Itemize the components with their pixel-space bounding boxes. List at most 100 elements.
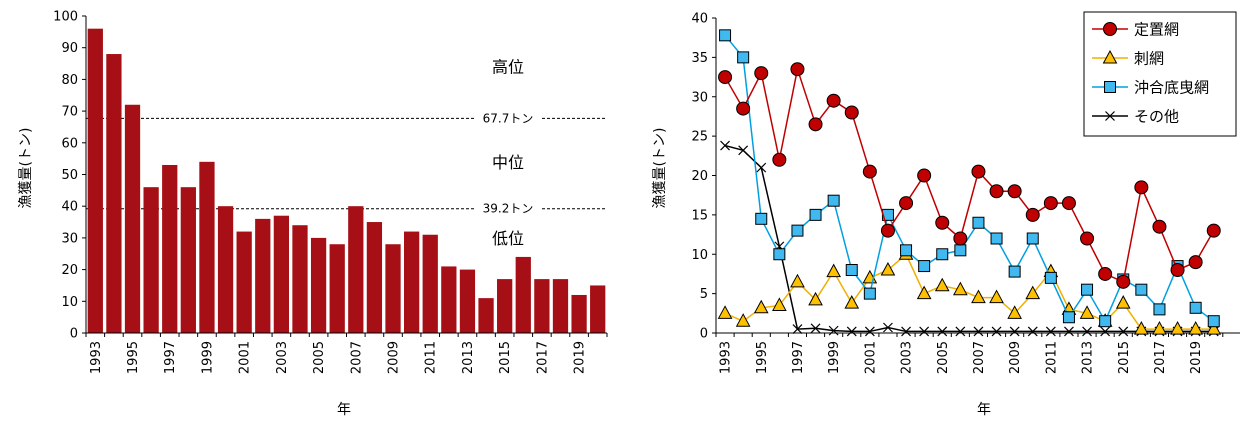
- data-point: [1152, 219, 1167, 234]
- data-point: [1007, 305, 1022, 319]
- bar: [422, 234, 438, 333]
- data-point: [753, 299, 769, 314]
- right-x-ticks: 1993 1995 1997 1999 2001 2003 2005 2007 2009 2011…: [715, 333, 1224, 374]
- data-point: [937, 326, 948, 337]
- x-marker-stroke: [973, 326, 984, 337]
- left-x-axis-label: 年: [337, 402, 351, 418]
- data-point: [720, 140, 730, 151]
- data-point: [917, 168, 932, 183]
- right-y-tick-label: 30: [691, 90, 708, 105]
- legend-item: 沖合底曳網: [1092, 79, 1209, 97]
- data-point: [1079, 305, 1095, 319]
- data-point: [934, 277, 950, 292]
- data-point: [1100, 326, 1111, 337]
- data-point: [756, 162, 767, 173]
- bar: [180, 187, 196, 333]
- x-marker-stroke: [1009, 326, 1020, 337]
- left-bar-chart: 67.7トン 39.2トン 0 10 20 30 40 50 60 70 80 90 100 1993…: [18, 10, 608, 418]
- x-marker-stroke: [919, 326, 930, 337]
- right-y-tick-label: 25: [691, 130, 708, 145]
- threshold-label: 67.7トン: [483, 111, 534, 125]
- data-point: [1206, 321, 1222, 335]
- zone-label: 高位: [492, 58, 524, 77]
- x-marker-stroke: [955, 326, 966, 337]
- right-y-tick-label: 15: [691, 208, 708, 223]
- data-point: [828, 325, 839, 336]
- data-point: [1007, 184, 1022, 199]
- data-point: [953, 231, 968, 246]
- data-point: [1025, 285, 1041, 300]
- right-x-tick-label: 1997: [791, 341, 806, 374]
- series-line: [724, 34, 1215, 323]
- data-point: [808, 291, 823, 306]
- right-x-tick-label: 2011: [1044, 341, 1059, 374]
- data-point: [846, 326, 857, 337]
- data-point: [1135, 283, 1148, 296]
- left-x-tick-label: 2015: [498, 341, 513, 374]
- left-x-tick-label: 1995: [126, 341, 141, 374]
- data-point: [1188, 321, 1203, 335]
- data-point: [935, 215, 950, 230]
- left-y-tick-label: 70: [61, 105, 78, 120]
- left-y-tick-label: 60: [61, 136, 78, 151]
- data-point: [989, 289, 1004, 304]
- x-marker-stroke: [1105, 111, 1115, 121]
- data-point: [755, 212, 768, 225]
- data-point: [1009, 326, 1020, 337]
- data-point: [1082, 326, 1092, 337]
- legend-label: 刺網: [1134, 50, 1164, 68]
- legend-item: 定置網: [1092, 21, 1179, 39]
- bar: [403, 231, 420, 333]
- bar: [590, 285, 606, 333]
- data-point: [809, 208, 822, 221]
- bar: [87, 28, 103, 334]
- left-x-tick-label: 2019: [573, 341, 588, 374]
- right-x-tick-label: 2013: [1081, 341, 1096, 374]
- data-point: [971, 289, 986, 304]
- data-point: [1116, 274, 1131, 289]
- x-marker-stroke: [1082, 326, 1092, 337]
- bar: [106, 54, 122, 333]
- data-point: [1152, 321, 1167, 335]
- data-point: [1207, 315, 1220, 328]
- bar: [273, 215, 290, 333]
- data-point: [1026, 232, 1039, 245]
- left-y-tick-label: 50: [61, 168, 78, 183]
- right-y-tick-label: 35: [691, 51, 708, 66]
- bar: [292, 225, 308, 333]
- data-point: [1008, 265, 1021, 278]
- data-point: [719, 29, 732, 42]
- data-point: [916, 285, 932, 300]
- bar: [515, 256, 531, 333]
- data-point: [1081, 283, 1094, 296]
- x-marker-stroke: [828, 325, 839, 336]
- data-point: [973, 326, 984, 337]
- bar: [217, 206, 234, 333]
- data-point: [955, 326, 966, 337]
- left-x-tick-label: 1993: [89, 341, 104, 374]
- data-point: [1027, 326, 1038, 337]
- data-point: [1134, 321, 1149, 335]
- left-y-tick-label: 40: [61, 200, 78, 215]
- right-x-tick-label: 1999: [827, 341, 842, 374]
- data-point: [808, 117, 823, 132]
- right-y-tick-label: 40: [691, 12, 708, 27]
- data-point: [1044, 271, 1057, 284]
- data-point: [953, 281, 968, 296]
- data-point: [1025, 207, 1040, 222]
- bar: [162, 164, 178, 333]
- bar: [459, 269, 476, 333]
- left-x-tick-label: 2013: [461, 341, 476, 374]
- right-y-tick-label: 10: [691, 248, 708, 263]
- bar: [571, 294, 587, 333]
- legend-label: 定置網: [1134, 21, 1179, 39]
- x-marker-stroke: [846, 326, 857, 337]
- right-y-tick-label: 20: [691, 169, 708, 184]
- data-point: [1134, 180, 1149, 195]
- legend-label: その他: [1134, 108, 1179, 126]
- x-marker-stroke: [756, 162, 767, 173]
- right-x-tick-label: 2009: [1008, 341, 1023, 374]
- data-point: [989, 184, 1004, 199]
